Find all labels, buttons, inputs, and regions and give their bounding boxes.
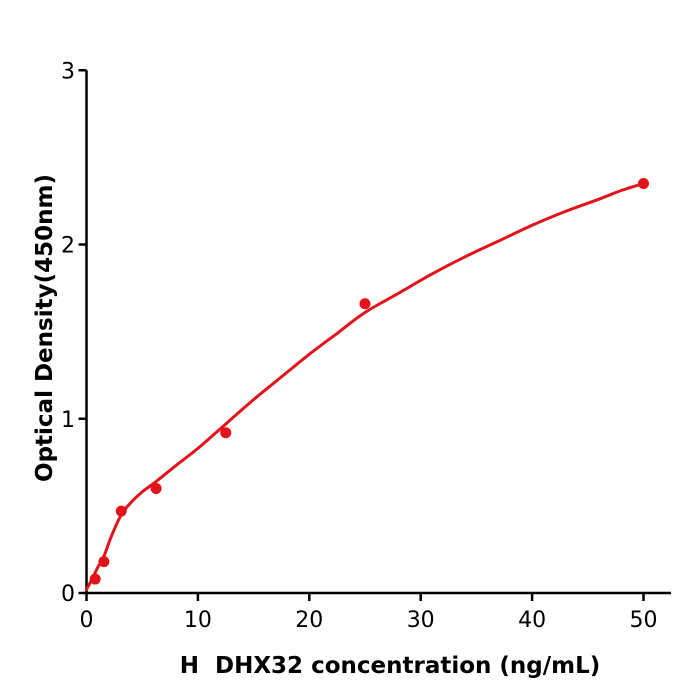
x-tick-label: 30	[407, 608, 435, 633]
x-tick-label: 0	[80, 608, 94, 633]
y-tick-label: 2	[61, 234, 75, 259]
x-tick-label: 50	[630, 608, 658, 633]
data-point	[220, 427, 232, 439]
y-tick-label: 1	[61, 408, 75, 433]
data-point	[98, 556, 110, 568]
fit-curve	[85, 182, 645, 591]
data-point	[115, 505, 127, 517]
data-point	[638, 178, 649, 190]
y-axis-title: Optical Density(450nm)	[32, 174, 58, 482]
data-point	[150, 482, 162, 494]
data-point	[359, 298, 371, 310]
x-tick-label: 10	[184, 608, 212, 633]
x-tick-label: 20	[295, 608, 323, 633]
y-tick-label: 0	[61, 582, 75, 607]
y-tick-label: 3	[61, 59, 75, 84]
data-point	[89, 573, 101, 585]
x-axis-title: H DHX32 concentration (ng/mL)	[179, 653, 601, 679]
x-tick-label: 40	[518, 608, 546, 633]
